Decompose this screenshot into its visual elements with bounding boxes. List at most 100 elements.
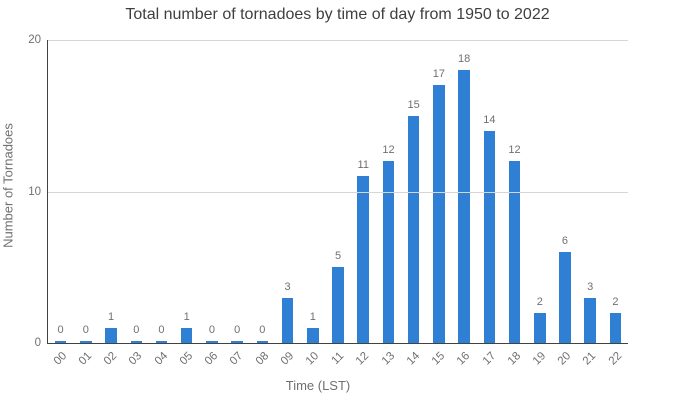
bar-slot-12: 11 12 — [351, 40, 376, 367]
x-tick-label: 04 — [152, 350, 170, 368]
bar-slot-01: 0 01 — [73, 40, 98, 367]
bar-value-label: 0 — [82, 324, 89, 337]
bar-value-label: 15 — [407, 98, 420, 111]
bar-value-label: 0 — [158, 324, 165, 337]
y-tick-label: 20 — [28, 34, 41, 46]
x-tick-label: 05 — [177, 350, 196, 368]
bar-slot-18: 12 18 — [502, 40, 527, 367]
x-tick-label: 03 — [127, 350, 145, 368]
bar-hour-04 — [155, 341, 168, 343]
bar-value-label: 12 — [382, 144, 395, 157]
x-tick-label: 16 — [455, 350, 473, 368]
bar-hour-22 — [609, 312, 622, 343]
y-axis-title: Number of Tornadoes — [0, 123, 16, 248]
bar-value-label: 17 — [432, 68, 446, 81]
bar-value-label: 0 — [234, 324, 241, 337]
bar-value-label: 0 — [57, 324, 64, 337]
bar-slot-21: 3 21 — [578, 40, 603, 368]
bar-value-label: 0 — [208, 324, 215, 337]
bar-hour-12 — [357, 176, 369, 343]
bar-slot-08: 0 08 — [250, 40, 275, 367]
y-tick-label: 10 — [28, 185, 41, 198]
bar-value-label: 2 — [612, 295, 619, 308]
x-tick-label: 06 — [202, 350, 221, 368]
bar-value-label: 0 — [259, 324, 266, 337]
x-tick-label: 15 — [429, 350, 448, 368]
bar-hour-00 — [54, 341, 67, 343]
bars-row: 0 00 0 01 1 02 0 03 0 04 1 05 0 06 0 07 0 08 3 09 1 10 5 11 11 12… — [48, 40, 628, 368]
x-tick-label: 20 — [555, 350, 574, 368]
bar-slot-16: 18 16 — [452, 40, 477, 367]
x-axis-title: Time (LST) — [285, 378, 351, 393]
bar-value-label: 6 — [561, 235, 569, 248]
bar-slot-14: 15 14 — [401, 40, 426, 368]
bar-hour-11 — [332, 267, 344, 343]
gridline — [48, 191, 628, 193]
bar-hour-21 — [584, 297, 596, 343]
bar-hour-03 — [130, 341, 143, 343]
bar-hour-14 — [407, 115, 420, 343]
bar-value-label: 11 — [357, 159, 369, 172]
bar-hour-10 — [307, 327, 319, 343]
bar-value-label: 12 — [508, 144, 521, 157]
bar-slot-11: 5 11 — [325, 40, 350, 367]
bar-hour-18 — [508, 161, 521, 343]
bar-hour-19 — [534, 312, 546, 343]
bar-hour-07 — [231, 341, 243, 343]
x-tick-label: 13 — [379, 350, 397, 368]
x-tick-label: 10 — [303, 350, 322, 368]
x-tick-label: 17 — [480, 350, 498, 368]
bar-slot-06: 0 06 — [199, 40, 224, 367]
x-tick-label: 18 — [505, 350, 524, 368]
bar-value-label: 2 — [536, 295, 543, 308]
bar-value-label: 1 — [183, 310, 190, 323]
bar-slot-00: 0 00 — [48, 40, 73, 367]
bar-hour-08 — [256, 341, 269, 343]
x-tick-label: 12 — [354, 350, 372, 368]
bar-slot-02: 1 02 — [98, 40, 123, 368]
bar-value-label: 1 — [309, 310, 316, 323]
y-tick-label: 0 — [34, 337, 41, 349]
bar-slot-09: 3 09 — [275, 40, 300, 368]
x-tick-label: 08 — [253, 350, 271, 368]
bar-value-label: 1 — [107, 310, 115, 323]
bar-hour-15 — [433, 85, 445, 343]
bar-hour-09 — [281, 297, 294, 343]
bar-slot-04: 0 04 — [149, 40, 174, 367]
bar-slot-19: 2 19 — [527, 40, 552, 368]
bar-slot-22: 2 22 — [603, 40, 628, 368]
bar-value-label: 14 — [483, 113, 496, 126]
bar-value-label: 3 — [284, 280, 291, 293]
x-tick-label: 14 — [404, 350, 423, 368]
bar-slot-10: 1 10 — [300, 40, 325, 368]
bar-value-label: 18 — [457, 53, 471, 66]
bar-slot-20: 6 20 — [552, 40, 577, 367]
bar-hour-20 — [559, 252, 571, 343]
bar-value-label: 3 — [587, 280, 594, 293]
chart-title: Total number of tornadoes by time of day… — [125, 6, 550, 23]
plot-area: 0 00 0 01 1 02 0 03 0 04 1 05 0 06 0 07 0 08 3 09 1 10 5 11 11 12… — [47, 40, 628, 368]
bar-hour-16 — [458, 70, 470, 343]
bar-value-label: 0 — [133, 324, 140, 337]
bar-hour-13 — [382, 161, 395, 343]
bar-slot-13: 12 13 — [376, 40, 401, 367]
bar-slot-03: 0 03 — [124, 40, 149, 367]
bar-hour-17 — [483, 130, 496, 343]
x-tick-label: 19 — [530, 350, 549, 368]
x-tick-label: 07 — [228, 350, 246, 368]
bar-slot-07: 0 07 — [225, 40, 250, 367]
x-tick-label: 00 — [51, 350, 70, 368]
bar-slot-17: 14 17 — [477, 40, 502, 368]
x-tick-label: 02 — [101, 350, 120, 368]
bar-value-label: 5 — [334, 250, 342, 263]
bar-hour-05 — [180, 327, 193, 343]
bar-hour-01 — [80, 341, 92, 343]
x-tick-label: 21 — [581, 350, 599, 368]
x-tick-label: 22 — [606, 350, 624, 368]
gridline — [48, 40, 628, 41]
bar-hour-02 — [105, 327, 117, 343]
x-tick-label: 01 — [76, 350, 95, 368]
x-tick-label: 09 — [278, 350, 297, 368]
x-tick-label: 11 — [329, 350, 347, 367]
bar-hour-06 — [206, 341, 218, 343]
